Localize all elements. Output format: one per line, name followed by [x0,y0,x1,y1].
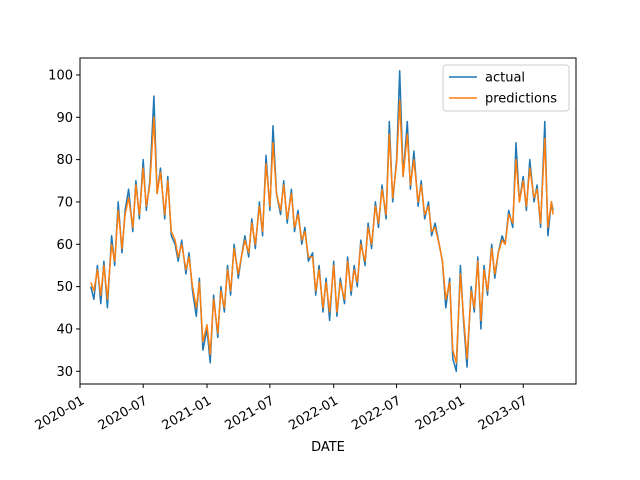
legend: actual predictions [442,64,570,112]
x-axis-label: DATE [311,440,345,455]
y-tick-label: 50 [56,280,73,295]
plot-frame [79,57,577,385]
legend-label-predictions: predictions [485,92,557,107]
y-tick-label: 90 [56,111,73,126]
y-tick-label: 60 [56,238,73,253]
y-tick-label: 100 [48,68,73,83]
y-tick-label: 40 [56,322,73,337]
series-line-predictions [90,99,554,364]
legend-label-actual: actual [485,71,525,86]
y-tick-label: 80 [56,153,73,168]
series-layer [90,69,554,373]
y-axis: 30 40 50 60 70 80 90 100 [48,68,80,380]
y-tick-label: 30 [56,365,73,380]
y-tick-label: 70 [56,195,73,210]
series-line-actual [90,69,554,373]
